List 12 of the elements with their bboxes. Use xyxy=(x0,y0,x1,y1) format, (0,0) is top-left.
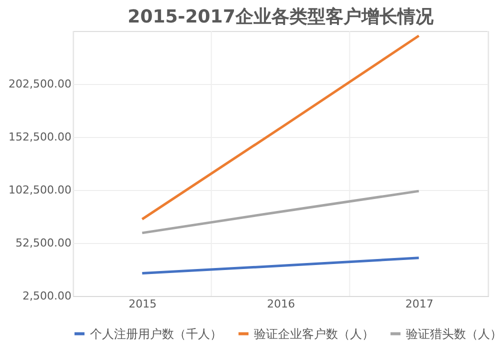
x-tick-label: 2015 xyxy=(128,298,157,310)
chart-title: 2015-2017企业各类型客户增长情况 xyxy=(128,6,434,28)
legend-label: 验证猎头数（人） xyxy=(406,326,502,341)
x-tick-label: 2017 xyxy=(405,298,434,310)
y-tick-label: 152,500.00 xyxy=(8,130,72,144)
x-tick-label: 2016 xyxy=(267,298,295,310)
y-tick-label: 52,500.00 xyxy=(16,236,72,250)
legend-label: 个人注册用户数（千人） xyxy=(90,326,222,341)
y-tick-label: 202,500.00 xyxy=(8,78,72,90)
legend-label: 验证企业客户数（人） xyxy=(254,326,374,341)
y-tick-label: 102,500.00 xyxy=(8,184,72,196)
y-tick-label: 2,500.00 xyxy=(22,290,72,302)
